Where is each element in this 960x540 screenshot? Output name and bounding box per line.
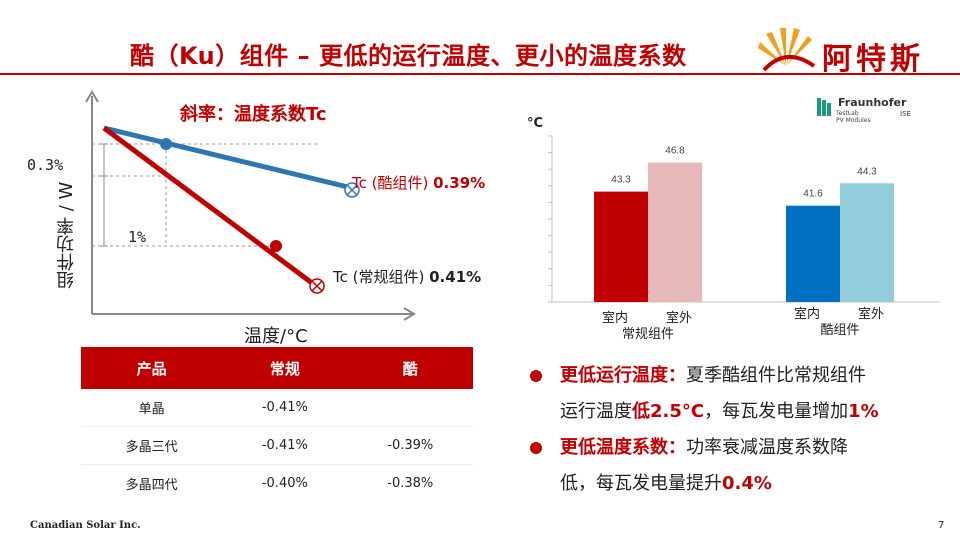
normal-line <box>102 125 318 289</box>
coefficient-table: 产品 常规 酷 单晶 -0.41% 多晶三代 -0.41% -0.39% 多晶四… <box>81 347 473 502</box>
bar-chart-unit: °C <box>527 116 544 131</box>
bar-value-label: 46.8 <box>665 146 685 157</box>
table-header: 产品 <box>81 347 223 389</box>
company-name: Canadian Solar Inc. <box>30 520 141 531</box>
sun-logo-icon <box>758 28 816 72</box>
ku-end-marker-icon <box>344 182 360 198</box>
bar-value-label: 43.3 <box>611 175 631 186</box>
title-divider <box>0 73 960 75</box>
group-label: 酷组件 <box>820 323 859 338</box>
table-header: 常规 <box>222 347 348 389</box>
x-axis-label: 温度/°C <box>244 326 308 347</box>
bar <box>786 205 840 302</box>
temperature-coefficient-chart <box>85 90 416 321</box>
group-label: 常规组件 <box>622 327 674 342</box>
bar <box>840 183 894 302</box>
slope-label: 斜率：温度系数Tc <box>180 104 327 125</box>
fraunhofer-unit: ISE <box>900 110 911 118</box>
bullet-dot-icon <box>530 370 542 382</box>
page-number: 7 <box>938 520 945 531</box>
bullet-item: 更低温度系数：功率衰减温度系数降 低，每瓦发电量提升0.4% <box>528 430 948 502</box>
bar <box>648 162 702 302</box>
bar-category-label: 室外 <box>858 306 884 322</box>
normal-end-marker-icon <box>309 278 325 294</box>
bar-value-label: 44.3 <box>857 166 877 177</box>
brand-name: 阿特斯 <box>822 42 924 77</box>
ku-tc-label: Tc (酷组件) 0.39% <box>352 174 486 192</box>
table-row: 多晶四代 -0.40% -0.38% <box>125 476 434 493</box>
page-title: 酷（Ku）组件 – 更低的运行温度、更小的温度系数 <box>130 42 687 70</box>
normal-tc-label: Tc (常规组件) 0.41% <box>333 268 482 286</box>
fraunhofer-name: Fraunhofer <box>838 96 907 109</box>
bar-category-label: 室内 <box>794 306 820 322</box>
bar <box>594 191 648 302</box>
bullet-dot-icon <box>530 442 542 454</box>
bar-value-label: 41.6 <box>803 189 823 200</box>
table-row: 多晶三代 -0.41% -0.39% <box>81 426 473 465</box>
fraunhofer-logo-icon <box>817 98 831 116</box>
ku-line <box>103 125 353 191</box>
bar-category-label: 室外 <box>666 310 692 326</box>
bullet-item: 更低运行温度：夏季酷组件比常规组件 运行温度低2.5°C，每瓦发电量增加1% <box>528 358 948 430</box>
table-header: 酷 <box>347 347 473 389</box>
bar-category-label: 室内 <box>602 310 628 326</box>
fraunhofer-sub: TestLab PV Modules <box>836 110 871 124</box>
bullet-list: 更低运行温度：夏季酷组件比常规组件 运行温度低2.5°C，每瓦发电量增加1% 更… <box>528 358 948 502</box>
ku-drop-annotation: 0.3% <box>27 156 64 174</box>
y-axis-label: 组件功率 / W <box>56 181 77 289</box>
table-row: 单晶 -0.41% <box>81 389 473 427</box>
normal-drop-annotation: 1% <box>128 228 147 246</box>
